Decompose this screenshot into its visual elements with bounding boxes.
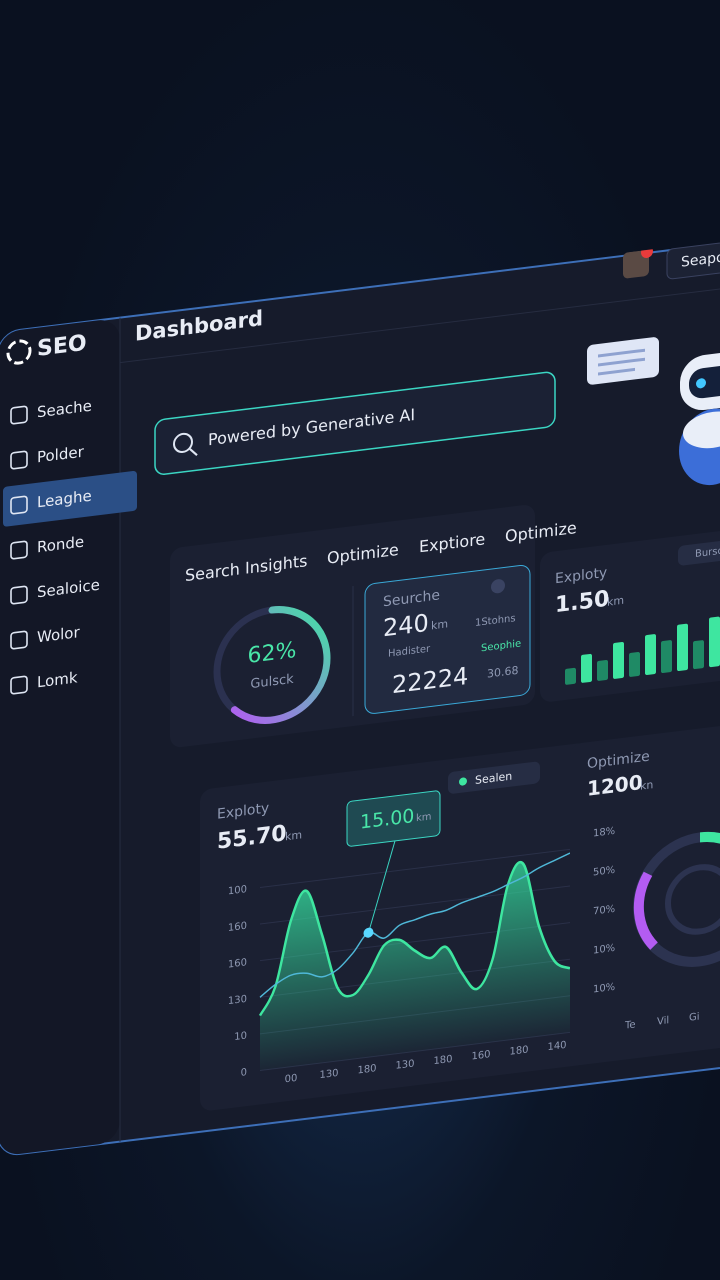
bar xyxy=(565,667,576,685)
bar xyxy=(581,653,592,683)
ring-inner xyxy=(665,864,720,935)
line xyxy=(259,852,571,998)
stats-value: 240 xyxy=(383,609,429,643)
gauge-arc xyxy=(230,606,331,724)
nav-icon xyxy=(10,450,28,470)
search-button[interactable] xyxy=(666,234,720,280)
tooltip-stem xyxy=(368,840,396,933)
nav-item[interactable]: Wolor xyxy=(37,623,80,646)
y-tick-label: 160 xyxy=(228,921,247,934)
badge-label: Bursc xyxy=(695,546,720,560)
bar-card-unit: km xyxy=(607,594,624,609)
brand-logo xyxy=(6,339,32,365)
y-tick-label: 0 xyxy=(241,1067,247,1079)
brand: SEO xyxy=(37,331,87,362)
nav-item[interactable]: Lomk xyxy=(37,668,78,691)
nav-icon xyxy=(10,495,28,515)
ring-x-label: Vil xyxy=(657,1015,669,1027)
chat-line xyxy=(598,357,645,367)
stats-unit: km xyxy=(431,617,448,632)
avatar[interactable] xyxy=(623,250,649,279)
x-tick-label: 00 xyxy=(285,1073,298,1086)
chat-line xyxy=(598,367,635,376)
nav-item[interactable]: Polder xyxy=(37,443,85,467)
ring-card xyxy=(570,716,720,1066)
nav-item[interactable]: Ronde xyxy=(37,533,84,557)
legend[interactable] xyxy=(448,761,540,794)
search-icon xyxy=(173,432,193,453)
ring-arc xyxy=(633,871,658,950)
bar-card xyxy=(540,522,720,702)
nav-active xyxy=(3,471,137,527)
nav-icon xyxy=(10,585,28,605)
gauge-label: 62% xyxy=(248,638,297,669)
gauge-caption: Gulsck xyxy=(250,672,294,692)
bar xyxy=(629,652,640,677)
side-c: 30.68 xyxy=(487,664,518,681)
tooltip-unit: km xyxy=(416,811,432,824)
ring-x-label: Gi xyxy=(689,1012,700,1024)
nav-icon xyxy=(10,675,28,695)
robot-collar xyxy=(683,411,720,449)
badge xyxy=(678,539,720,566)
dashboard: SEO Dashboard Seapch SeachePolderLeagheR… xyxy=(0,233,720,1156)
area xyxy=(260,862,570,1071)
search-icon xyxy=(189,448,198,456)
y-tick-label: 10 xyxy=(234,1030,247,1043)
sidebar xyxy=(0,320,120,1155)
legend-label: Sealen xyxy=(475,770,512,788)
bar xyxy=(597,659,608,681)
x-tick-label: 130 xyxy=(319,1068,338,1081)
bar-card-title: Exploty xyxy=(555,565,607,587)
legend-swatch xyxy=(459,777,467,786)
x-tick-label: 180 xyxy=(433,1054,452,1067)
ring-y-label: 10% xyxy=(593,943,615,957)
chat-line xyxy=(598,348,645,358)
bar xyxy=(661,640,672,673)
ring-x-label: Te xyxy=(624,1019,636,1031)
bar xyxy=(677,623,688,672)
tooltip xyxy=(346,790,441,847)
stats-menu[interactable] xyxy=(491,578,505,594)
divider xyxy=(120,276,720,364)
search-box[interactable] xyxy=(154,371,556,475)
robot-eye xyxy=(696,378,706,389)
nav-icon xyxy=(10,630,28,650)
x-tick-label: 180 xyxy=(357,1063,376,1076)
bar xyxy=(613,641,624,679)
stats-sub: Hadister xyxy=(388,643,431,659)
area-edge xyxy=(258,860,571,1017)
ring-card-unit: kn xyxy=(640,778,653,793)
bar xyxy=(645,634,656,675)
nav-icon xyxy=(10,405,28,425)
search-button-label[interactable]: Seapch xyxy=(681,248,720,270)
x-tick-label: 180 xyxy=(509,1045,528,1058)
bar xyxy=(693,640,704,670)
side-b: Seophie xyxy=(481,638,521,654)
side-a: 1Stohns xyxy=(475,613,516,629)
tooltip-dot xyxy=(363,927,374,938)
ring-arc xyxy=(699,831,720,893)
ring-y-label: 70% xyxy=(593,904,615,918)
x-tick-label: 160 xyxy=(471,1049,490,1062)
nav-icon xyxy=(10,540,28,560)
y-tick-label: 130 xyxy=(228,994,247,1007)
line-card-unit: km xyxy=(285,828,302,843)
robot-face xyxy=(689,365,720,399)
y-tick-label: 100 xyxy=(228,884,247,897)
bar xyxy=(709,616,720,668)
x-tick-label: 140 xyxy=(547,1040,566,1053)
ring-card-title: Optimize xyxy=(587,749,650,773)
ring-y-label: 10% xyxy=(593,982,615,996)
x-tick-label: 130 xyxy=(395,1059,414,1072)
ring-y-label: 50% xyxy=(593,865,615,879)
stats-title: Seurche xyxy=(383,587,440,610)
line-card-title: Exploty xyxy=(217,800,269,822)
stats-card xyxy=(364,564,531,714)
grid-line xyxy=(260,848,570,888)
ring-y-label: 18% xyxy=(593,826,615,840)
y-tick-label: 160 xyxy=(228,957,247,970)
